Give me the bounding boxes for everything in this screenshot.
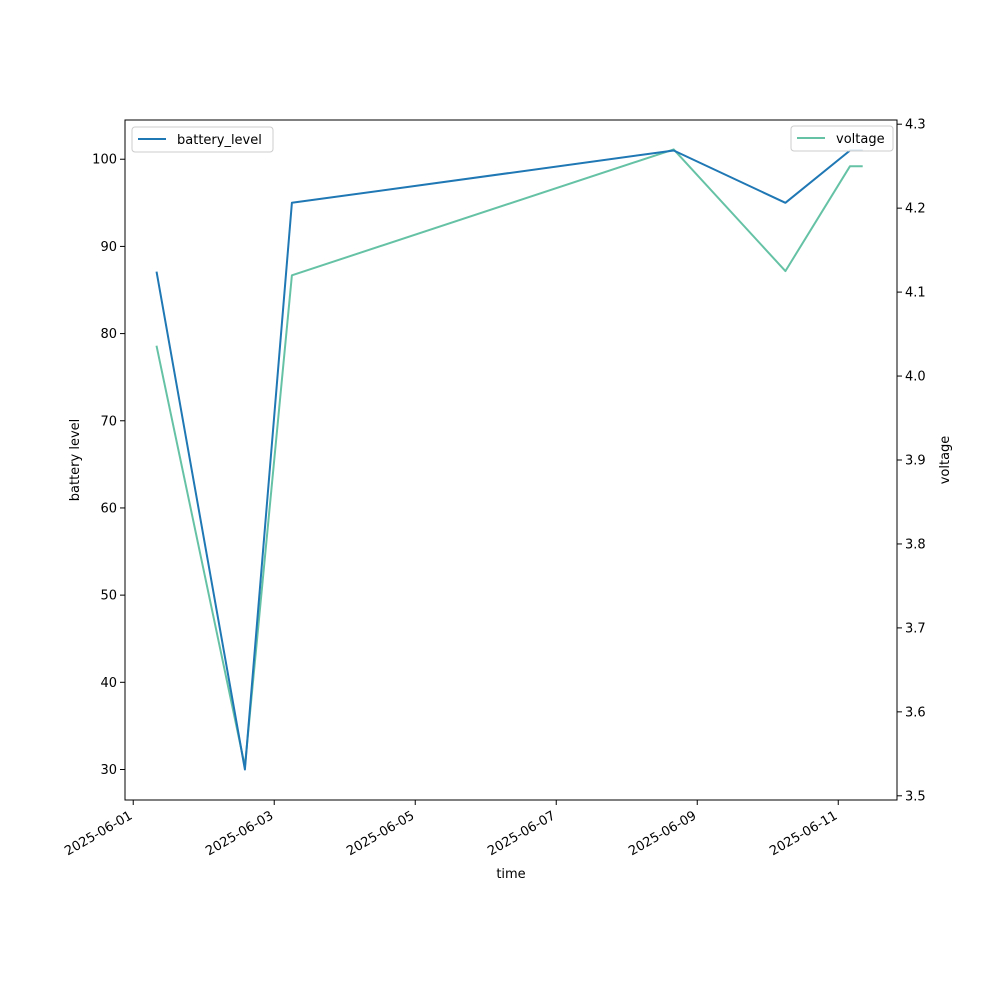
y-left-tick-label: 100 (92, 153, 117, 168)
y-left-tick-label: 40 (100, 676, 117, 691)
y-right-tick-label: 3.7 (905, 621, 926, 636)
legend-left-frame (131, 126, 274, 153)
y-left-tick-label: 30 (100, 763, 117, 778)
y-right-tick-label: 4.2 (905, 202, 926, 217)
y-left-tick-label: 80 (100, 327, 117, 342)
y-right-axis-ticks: 3.5 3.6 3.7 3.8 3.9 4.0 4.1 4.2 4.3 (897, 118, 926, 804)
legend-right-label: voltage (836, 132, 885, 147)
legend-left: battery_level (131, 126, 274, 153)
y-right-tick-label: 3.8 (905, 537, 926, 552)
y-left-axis-label: battery level (68, 419, 83, 502)
x-axis-label: time (496, 867, 525, 882)
y-left-tick-label: 70 (100, 414, 117, 429)
y-right-tick-label: 3.9 (905, 454, 926, 469)
legend-right: voltage (790, 125, 894, 152)
y-right-tick-label: 3.5 (905, 789, 926, 804)
y-left-axis-ticks: 30 40 50 60 70 80 90 100 (92, 153, 125, 778)
legend-left-label: battery_level (177, 133, 262, 148)
y-right-axis-label: voltage (938, 436, 953, 485)
legend-right-frame (790, 125, 894, 152)
y-right-tick-label: 4.3 (905, 118, 926, 133)
y-left-tick-label: 60 (100, 501, 117, 516)
y-left-tick-label: 90 (100, 240, 117, 255)
y-right-tick-label: 4.1 (905, 286, 926, 301)
y-left-tick-label: 50 (100, 589, 117, 604)
y-right-tick-label: 4.0 (905, 370, 926, 385)
y-right-tick-label: 3.6 (905, 705, 926, 720)
